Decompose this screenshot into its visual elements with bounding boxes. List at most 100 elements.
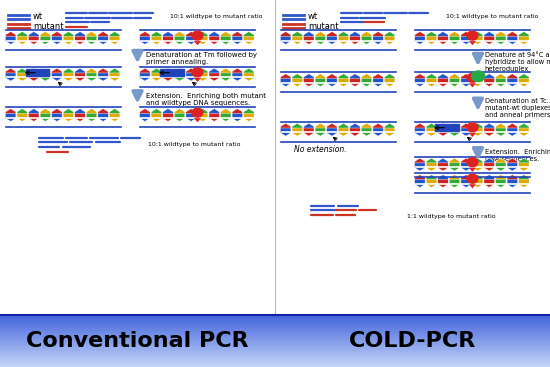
Polygon shape bbox=[426, 128, 437, 136]
Polygon shape bbox=[63, 36, 74, 44]
Text: 10:1 wildtype to mutant ratio: 10:1 wildtype to mutant ratio bbox=[170, 14, 263, 19]
Polygon shape bbox=[426, 79, 437, 87]
Polygon shape bbox=[6, 113, 16, 121]
Polygon shape bbox=[338, 128, 349, 136]
Polygon shape bbox=[315, 123, 326, 131]
Bar bbox=[0, 333, 550, 334]
Polygon shape bbox=[163, 73, 173, 81]
Bar bbox=[0, 349, 550, 350]
Polygon shape bbox=[280, 32, 291, 40]
Polygon shape bbox=[472, 36, 483, 44]
Bar bbox=[0, 321, 550, 322]
Polygon shape bbox=[244, 113, 254, 121]
Polygon shape bbox=[292, 123, 302, 131]
Polygon shape bbox=[449, 179, 460, 188]
Polygon shape bbox=[221, 68, 231, 76]
Bar bbox=[0, 345, 550, 346]
Bar bbox=[0, 355, 550, 356]
Polygon shape bbox=[315, 74, 326, 82]
Bar bbox=[0, 315, 550, 317]
Polygon shape bbox=[496, 36, 506, 44]
Polygon shape bbox=[507, 123, 518, 131]
Polygon shape bbox=[507, 36, 518, 44]
Polygon shape bbox=[17, 113, 28, 121]
Polygon shape bbox=[315, 32, 326, 40]
Text: Denaturation at Tc.  Only
mutant-wt duplexes denature
and anneal primers.: Denaturation at Tc. Only mutant-wt duple… bbox=[485, 98, 550, 118]
Polygon shape bbox=[221, 73, 231, 81]
Polygon shape bbox=[484, 179, 494, 188]
Polygon shape bbox=[350, 74, 360, 82]
Ellipse shape bbox=[467, 174, 478, 183]
Polygon shape bbox=[75, 68, 85, 76]
Polygon shape bbox=[232, 32, 243, 40]
Polygon shape bbox=[109, 109, 120, 117]
Bar bbox=[0, 338, 550, 339]
Text: 10:1 wildtype to mutant ratio: 10:1 wildtype to mutant ratio bbox=[446, 14, 538, 19]
Polygon shape bbox=[244, 109, 254, 117]
Text: Denaturation at Tm followed by
primer annealing.: Denaturation at Tm followed by primer an… bbox=[146, 52, 257, 65]
Polygon shape bbox=[6, 68, 16, 76]
Polygon shape bbox=[174, 109, 185, 117]
Bar bbox=[0, 351, 550, 352]
Polygon shape bbox=[17, 32, 28, 40]
Polygon shape bbox=[350, 128, 360, 136]
Polygon shape bbox=[484, 32, 494, 40]
Polygon shape bbox=[86, 36, 97, 44]
Bar bbox=[0, 363, 550, 364]
Polygon shape bbox=[221, 109, 231, 117]
Polygon shape bbox=[304, 79, 314, 87]
Polygon shape bbox=[519, 163, 529, 171]
Polygon shape bbox=[426, 163, 437, 171]
Ellipse shape bbox=[467, 73, 478, 82]
Polygon shape bbox=[17, 36, 28, 44]
Polygon shape bbox=[209, 113, 219, 121]
Polygon shape bbox=[361, 128, 372, 136]
Polygon shape bbox=[52, 68, 62, 76]
Bar bbox=[0, 337, 550, 338]
Polygon shape bbox=[472, 175, 483, 183]
Polygon shape bbox=[75, 32, 85, 40]
Polygon shape bbox=[373, 128, 383, 136]
Polygon shape bbox=[29, 113, 39, 121]
Polygon shape bbox=[338, 74, 349, 82]
Bar bbox=[0, 319, 550, 320]
Polygon shape bbox=[438, 179, 448, 188]
Polygon shape bbox=[197, 36, 208, 44]
Polygon shape bbox=[384, 128, 395, 136]
Polygon shape bbox=[40, 113, 51, 121]
Bar bbox=[0, 360, 550, 361]
Polygon shape bbox=[109, 32, 120, 40]
Polygon shape bbox=[40, 109, 51, 117]
Polygon shape bbox=[75, 113, 85, 121]
Polygon shape bbox=[461, 74, 471, 82]
Polygon shape bbox=[415, 179, 425, 188]
Polygon shape bbox=[163, 109, 173, 117]
Bar bbox=[0, 322, 550, 324]
Bar bbox=[0, 334, 550, 336]
Polygon shape bbox=[472, 179, 483, 188]
Polygon shape bbox=[415, 123, 425, 131]
Polygon shape bbox=[415, 175, 425, 183]
Bar bbox=[0, 330, 550, 331]
Polygon shape bbox=[75, 73, 85, 81]
Polygon shape bbox=[338, 79, 349, 87]
Polygon shape bbox=[151, 68, 162, 76]
Bar bbox=[0, 365, 550, 366]
Polygon shape bbox=[373, 79, 383, 87]
Polygon shape bbox=[186, 32, 196, 40]
Polygon shape bbox=[361, 74, 372, 82]
Polygon shape bbox=[315, 79, 326, 87]
Ellipse shape bbox=[471, 71, 485, 81]
Text: No extension.: No extension. bbox=[294, 145, 347, 154]
Polygon shape bbox=[221, 32, 231, 40]
Polygon shape bbox=[484, 79, 494, 87]
Polygon shape bbox=[244, 68, 254, 76]
Polygon shape bbox=[426, 36, 437, 44]
Polygon shape bbox=[292, 36, 302, 44]
Polygon shape bbox=[194, 118, 201, 122]
Polygon shape bbox=[280, 123, 291, 131]
Polygon shape bbox=[449, 32, 460, 40]
Polygon shape bbox=[484, 128, 494, 136]
Polygon shape bbox=[438, 79, 448, 87]
Polygon shape bbox=[507, 179, 518, 188]
